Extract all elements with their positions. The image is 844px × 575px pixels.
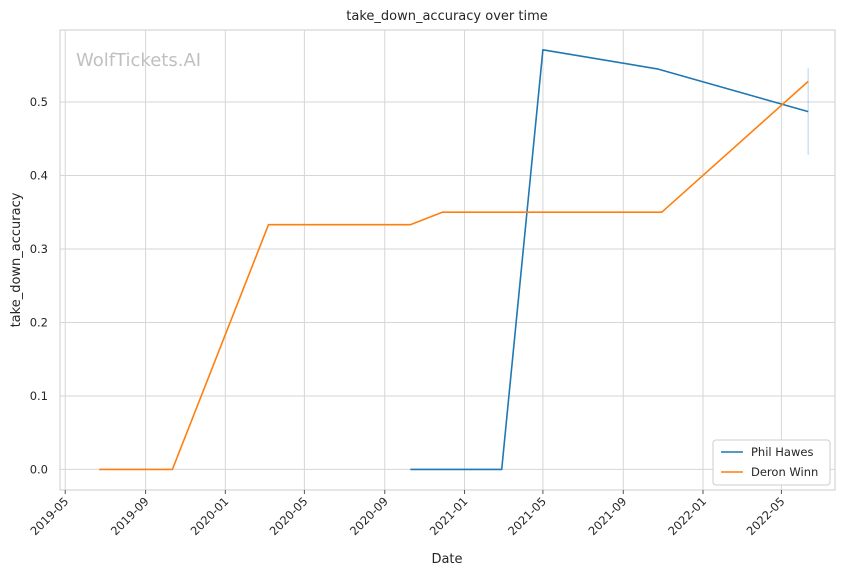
x-tick-label: 2021-09 xyxy=(586,494,630,538)
plot-area xyxy=(59,29,836,491)
x-tick-label: 2019-05 xyxy=(27,494,71,538)
x-tick-label: 2019-09 xyxy=(108,494,152,538)
watermark: WolfTickets.AI xyxy=(76,50,201,71)
grid-lines xyxy=(60,30,835,490)
x-axis-ticks: 2019-05 2019-09 2020-01 2020-05 2020-09 2021-… xyxy=(27,490,788,538)
chart-title: take_down_accuracy over time xyxy=(346,9,547,24)
legend-label: Deron Winn xyxy=(751,465,818,479)
y-tick-label: 0.2 xyxy=(30,315,48,329)
x-tick-label: 2021-05 xyxy=(505,494,549,538)
series-line xyxy=(410,48,809,471)
legend: Phil Hawes Deron Winn xyxy=(712,439,831,486)
y-axis-ticks: 0.0 0.1 0.2 0.3 0.4 0.5 xyxy=(30,95,48,476)
y-tick-label: 0.0 xyxy=(30,462,48,476)
y-tick-label: 0.1 xyxy=(30,389,48,403)
y-tick-label: 0.5 xyxy=(30,95,48,109)
x-axis-label: Date xyxy=(431,552,462,567)
x-tick-label: 2022-01 xyxy=(665,494,709,538)
y-tick-label: 0.4 xyxy=(30,168,48,182)
x-tick-label: 2020-01 xyxy=(188,494,232,538)
series-line xyxy=(99,80,809,471)
legend-label: Phil Hawes xyxy=(751,445,813,459)
y-axis-label: take_down_accuracy xyxy=(9,192,24,327)
x-tick-label: 2020-09 xyxy=(347,494,391,538)
y-tick-label: 0.3 xyxy=(30,242,48,256)
x-tick-label: 2020-05 xyxy=(267,494,311,538)
x-tick-label: 2022-05 xyxy=(744,494,788,538)
series-lines xyxy=(99,48,809,471)
x-tick-label: 2021-01 xyxy=(427,494,471,538)
